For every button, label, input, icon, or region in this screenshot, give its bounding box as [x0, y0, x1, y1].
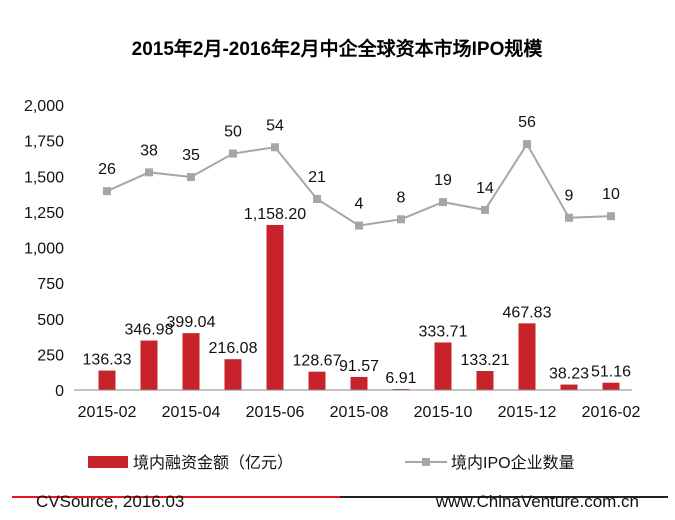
x-tick-label: 2015-06 — [246, 404, 305, 421]
bar — [350, 376, 368, 390]
line-marker — [439, 198, 447, 207]
website-text: www.ChinaVenture.com.cn — [435, 492, 639, 511]
bar — [518, 323, 536, 390]
y-tick-label: 1,500 — [24, 169, 64, 186]
y-tick-label: 250 — [37, 347, 64, 364]
line-marker — [523, 140, 531, 149]
y-tick-label: 1,000 — [24, 241, 64, 258]
legend-label-line: 境内IPO企业数量 — [451, 453, 575, 472]
line-value-label: 26 — [98, 161, 116, 178]
bar — [602, 382, 620, 390]
line-marker — [565, 213, 573, 222]
line-marker — [313, 194, 321, 203]
line-marker — [103, 187, 111, 196]
bar — [224, 359, 242, 390]
bar — [266, 224, 284, 390]
bar-value-label: 333.71 — [419, 323, 468, 340]
line-marker — [397, 215, 405, 224]
line-marker — [355, 221, 363, 230]
bar-value-label: 133.21 — [461, 352, 510, 369]
x-tick-label: 2015-10 — [414, 404, 473, 421]
line-value-label: 9 — [565, 188, 574, 205]
line-value-label: 54 — [266, 117, 284, 134]
legend-marker — [422, 458, 430, 466]
x-tick-label: 2015-12 — [498, 404, 557, 421]
legend-swatch-bar — [88, 456, 128, 468]
source-text: CVSource, 2016.03 — [36, 492, 185, 511]
bar — [434, 342, 452, 390]
legend: 境内融资金额（亿元） 境内IPO企业数量 — [88, 453, 575, 472]
bar-value-label: 136.33 — [83, 352, 132, 369]
line-marker — [187, 173, 195, 182]
bar — [140, 340, 158, 390]
line-value-label: 21 — [308, 169, 326, 186]
x-tick-label: 2015-02 — [78, 404, 137, 421]
bar-value-label: 346.98 — [125, 322, 174, 339]
line-value-label: 14 — [476, 180, 494, 197]
y-tick-label: 750 — [37, 276, 64, 293]
bar-value-label: 128.67 — [293, 353, 342, 370]
line-value-label: 35 — [182, 147, 200, 164]
bar-value-label: 467.83 — [503, 304, 552, 321]
line-marker — [145, 168, 153, 177]
x-tick-label: 2015-04 — [162, 404, 221, 421]
y-tick-label: 2,000 — [24, 98, 64, 115]
line-marker — [607, 212, 615, 221]
line-marker — [481, 205, 489, 214]
legend-label-bar: 境内融资金额（亿元） — [133, 453, 293, 472]
bar-value-label: 38.23 — [549, 366, 589, 383]
y-tick-label: 500 — [37, 312, 64, 329]
bar — [308, 371, 326, 390]
line-value-label: 56 — [518, 114, 536, 131]
bar-value-label: 1,158.20 — [244, 206, 306, 223]
y-tick-label: 1,750 — [24, 134, 64, 151]
bar-value-label: 216.08 — [209, 340, 258, 357]
line-marker — [271, 143, 279, 152]
line-value-label: 19 — [434, 172, 452, 189]
line-value-label: 10 — [602, 186, 620, 203]
line-value-label: 8 — [397, 189, 406, 206]
line-value-label: 38 — [140, 142, 158, 159]
bar — [560, 384, 578, 390]
bar-value-label: 51.16 — [591, 364, 631, 381]
x-tick-label: 2015-08 — [330, 404, 389, 421]
bar-value-label: 6.91 — [385, 370, 416, 387]
bar-value-label: 399.04 — [167, 314, 216, 331]
bar-value-label: 91.57 — [339, 358, 379, 375]
x-tick-label: 2016-02 — [582, 404, 641, 421]
bar — [98, 370, 116, 390]
y-tick-label: 1,250 — [24, 205, 64, 222]
y-tick-label: 0 — [55, 383, 64, 400]
line-value-label: 50 — [224, 124, 242, 141]
bar — [182, 333, 200, 390]
line-value-label: 4 — [355, 196, 364, 213]
chart-title: 2015年2月-2016年2月中企全球资本市场IPO规模 — [132, 37, 544, 60]
bar — [476, 371, 494, 390]
line-marker — [229, 149, 237, 158]
